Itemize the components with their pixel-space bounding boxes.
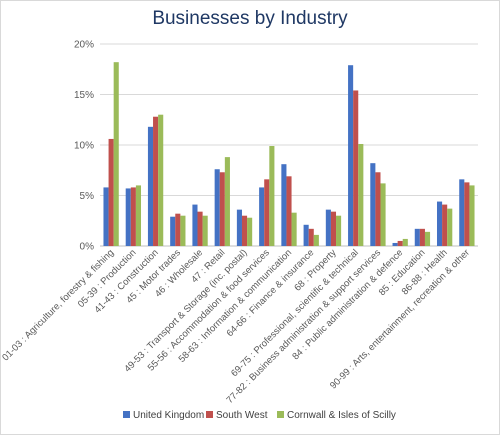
bar xyxy=(419,228,425,246)
legend-swatch xyxy=(123,411,130,418)
bar xyxy=(397,240,403,246)
bar xyxy=(469,185,475,246)
y-tick-label: 0% xyxy=(80,242,95,253)
bar xyxy=(325,209,331,246)
bar xyxy=(348,65,354,247)
bar xyxy=(402,238,408,246)
bar xyxy=(214,169,220,246)
bar xyxy=(392,242,398,246)
bar xyxy=(313,234,319,246)
y-tick-label: 20% xyxy=(74,40,94,51)
legend-label: South West xyxy=(216,410,268,421)
bar xyxy=(336,215,342,246)
y-tick-label: 5% xyxy=(80,191,95,202)
bar xyxy=(197,211,203,246)
bar xyxy=(135,185,142,246)
bar xyxy=(153,116,159,246)
bar xyxy=(170,216,176,246)
bar xyxy=(370,163,376,246)
bar xyxy=(281,164,287,246)
bar xyxy=(447,208,453,246)
chart-title: Businesses by Industry xyxy=(152,8,348,29)
bar xyxy=(353,90,359,247)
bar xyxy=(286,176,292,246)
bar xyxy=(236,209,242,246)
bar xyxy=(158,114,164,246)
bar xyxy=(269,146,275,246)
bar xyxy=(202,215,208,246)
bar xyxy=(442,204,448,246)
legend-swatch xyxy=(206,411,213,418)
legend-label: United Kingdom xyxy=(133,410,204,421)
bar xyxy=(219,172,225,246)
bar xyxy=(147,126,154,246)
bar xyxy=(130,187,136,246)
bar xyxy=(380,183,386,246)
bar xyxy=(424,231,431,246)
bar xyxy=(264,179,270,246)
bar xyxy=(375,172,381,246)
bar xyxy=(113,62,119,247)
bar xyxy=(414,228,420,246)
bar xyxy=(247,217,253,246)
legend-label: Cornwall & Isles of Scilly xyxy=(287,410,396,421)
bar xyxy=(241,215,248,246)
bar xyxy=(224,157,230,246)
y-tick-label: 15% xyxy=(74,90,94,101)
bar xyxy=(103,187,109,246)
bar xyxy=(291,212,297,246)
bar xyxy=(192,204,198,246)
legend-swatch xyxy=(277,411,284,418)
bar xyxy=(175,213,181,246)
bar xyxy=(308,228,314,246)
bar xyxy=(436,201,443,246)
bar xyxy=(358,143,364,246)
bar xyxy=(180,215,186,246)
bar xyxy=(464,182,470,246)
bar xyxy=(259,187,265,246)
bar xyxy=(108,138,114,246)
bar xyxy=(330,211,337,246)
bar xyxy=(459,179,465,246)
y-tick-label: 10% xyxy=(74,141,94,152)
bar xyxy=(125,188,131,246)
bar xyxy=(303,224,309,246)
